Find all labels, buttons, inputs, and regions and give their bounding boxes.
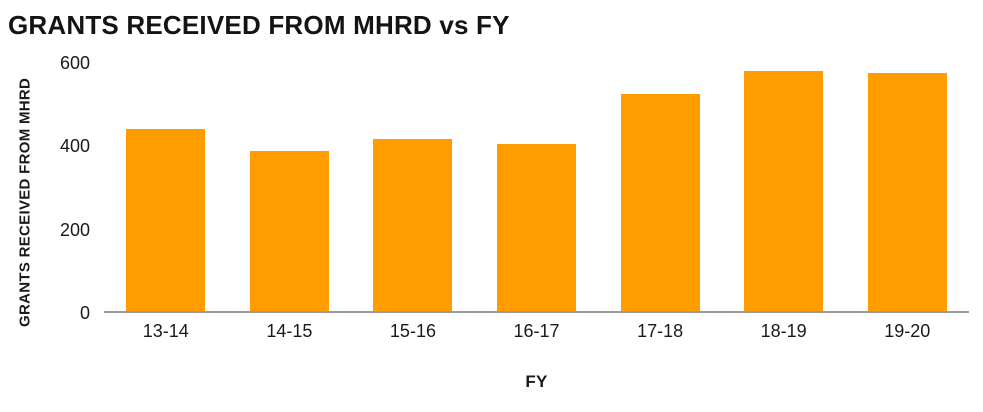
- x-tick-label: 17-18: [637, 321, 684, 341]
- y-tick-label: 600: [59, 53, 90, 73]
- x-tick-label: 18-19: [760, 321, 807, 341]
- y-tick-label: 0: [79, 303, 90, 323]
- x-labels-row: 13-14 14-15 15-16 16-17 17-18 18-19 19-20: [104, 313, 969, 342]
- bar-slot: [722, 63, 846, 311]
- bar-slot: [228, 63, 352, 311]
- bar-14-15[interactable]: [249, 150, 329, 311]
- x-tick-label: 19-20: [884, 321, 931, 341]
- y-tick-label: 400: [59, 136, 90, 157]
- x-tick-label: 13-14: [142, 321, 189, 341]
- chart-title: GRANTS RECEIVED FROM MHRD vs FY: [8, 10, 510, 40]
- bar-slot: [598, 63, 722, 311]
- plot-area: [104, 63, 969, 313]
- bar-15-16[interactable]: [373, 139, 453, 311]
- bar-slot: [845, 63, 969, 311]
- x-axis-title: FY: [525, 372, 548, 391]
- bar-16-17[interactable]: [496, 144, 577, 311]
- bar-slot: [104, 63, 228, 311]
- plot-column: 13-14 14-15 15-16 16-17 17-18 18-19 19-20 FY: [104, 63, 969, 392]
- x-tick-label: 15-16: [389, 321, 436, 341]
- x-tick-label: 14-15: [266, 321, 313, 341]
- bar-18-19[interactable]: [744, 71, 824, 311]
- x-tick-label: 16-17: [513, 321, 560, 341]
- bar-slot: [475, 63, 599, 311]
- chart-body: GRANTS RECEIVED FROM MHRD 0 200 400 600 13-…: [8, 54, 969, 392]
- bar-19-20[interactable]: [867, 73, 947, 311]
- y-axis-title: GRANTS RECEIVED FROM MHRD: [16, 77, 34, 327]
- bar-13-14[interactable]: [126, 129, 206, 311]
- bar-slot: [351, 63, 475, 311]
- y-axis-ticks: 0 200 400 600: [42, 54, 104, 322]
- bar-17-18[interactable]: [620, 93, 700, 311]
- y-tick-label: 200: [59, 219, 90, 240]
